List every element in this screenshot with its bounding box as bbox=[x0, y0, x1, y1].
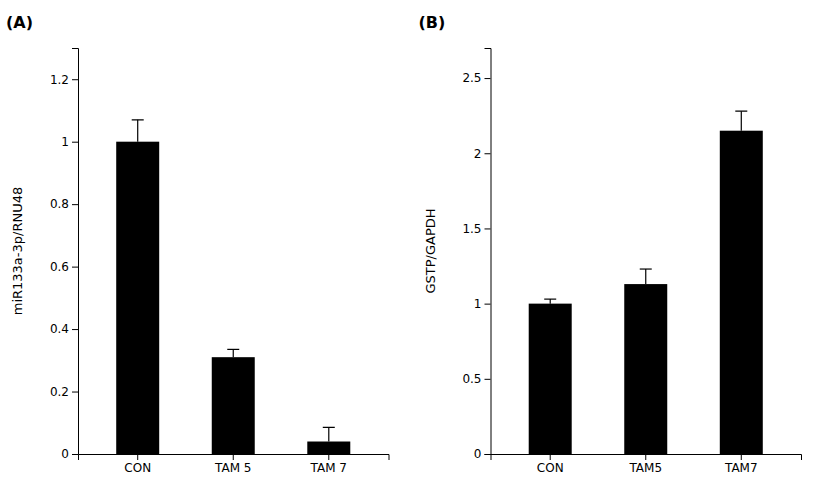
y-tick: 2 bbox=[474, 147, 491, 161]
x-tick-label: TAM7 bbox=[724, 461, 758, 475]
error-bar-stem bbox=[328, 427, 329, 441]
error-bar-stem bbox=[137, 120, 138, 142]
y-tick-label: 1.2 bbox=[50, 73, 69, 87]
y-tick: 0.2 bbox=[50, 385, 78, 399]
x-axis-line bbox=[79, 455, 390, 461]
error-bar bbox=[735, 111, 747, 131]
y-tick-label: 1 bbox=[61, 135, 69, 149]
y-tick-label: 2 bbox=[474, 147, 482, 161]
x-tick-label: TAM5 bbox=[628, 461, 662, 475]
x-tick-mark bbox=[741, 454, 742, 460]
y-tick-label: 0 bbox=[474, 447, 482, 461]
y-tick: 1.5 bbox=[462, 222, 490, 236]
x-axis: CON TAM 5 TAM 7 bbox=[79, 454, 390, 475]
y-tick-label: 0.5 bbox=[462, 372, 481, 386]
y-axis: 0 0.5 1 1.5 2 2.5 bbox=[462, 49, 491, 462]
y-tick-mark bbox=[72, 454, 78, 455]
error-bar-cap bbox=[640, 268, 652, 269]
y-axis: 0 0.2 0.4 0.6 0.8 1 1.2 bbox=[50, 49, 79, 462]
bar bbox=[307, 442, 350, 454]
error-bar bbox=[323, 427, 335, 441]
y-tick-mark bbox=[72, 142, 78, 143]
x-tick-label: CON bbox=[124, 461, 151, 475]
x-axis-line bbox=[491, 455, 802, 461]
y-tick-mark bbox=[72, 267, 78, 268]
y-axis-title: GSTP/GAPDH bbox=[423, 208, 438, 293]
y-axis-line bbox=[72, 49, 79, 455]
x-tick-mark bbox=[137, 454, 138, 460]
x-axis: CON TAM5 TAM7 bbox=[491, 454, 802, 475]
bar bbox=[720, 131, 763, 454]
error-bar bbox=[544, 299, 556, 304]
error-bar-stem bbox=[645, 269, 646, 284]
panel-title: (B) bbox=[419, 13, 446, 32]
y-tick-mark bbox=[72, 329, 78, 330]
y-tick-label: 1 bbox=[474, 297, 482, 311]
error-bar bbox=[132, 120, 144, 142]
y-tick: 0.5 bbox=[462, 372, 490, 386]
marks bbox=[116, 120, 350, 454]
y-tick: 0 bbox=[61, 447, 78, 461]
chart-canvas: 0 0.2 0.4 0.6 0.8 1 1.2 CON TAM 5 TAM 7 miR133a-3p… bbox=[0, 0, 825, 494]
y-tick-mark bbox=[485, 454, 491, 455]
panel: 0 0.2 0.4 0.6 0.8 1 1.2 CON TAM 5 TAM 7 miR133a-3p… bbox=[6, 13, 389, 475]
y-tick-label: 0.4 bbox=[50, 322, 69, 336]
error-bar-stem bbox=[741, 111, 742, 131]
y-tick: 0 bbox=[474, 447, 491, 461]
error-bar-cap bbox=[544, 299, 556, 300]
y-tick-mark bbox=[485, 78, 491, 79]
error-bar-cap bbox=[735, 111, 747, 112]
x-tick-mark bbox=[550, 454, 551, 460]
panel: 0 0.5 1 1.5 2 2.5 CON TAM5 TAM7 GSTP/GAPDH (B) bbox=[419, 13, 802, 475]
bar bbox=[116, 142, 159, 454]
bar bbox=[529, 304, 572, 454]
y-tick: 2.5 bbox=[462, 71, 490, 85]
y-tick-mark bbox=[72, 204, 78, 205]
y-tick: 0.4 bbox=[50, 322, 78, 336]
x-tick-mark bbox=[645, 454, 646, 460]
y-axis-line bbox=[485, 49, 492, 455]
y-axis-title: miR133a-3p/RNU48 bbox=[10, 187, 25, 316]
x-tick-label: TAM 7 bbox=[310, 461, 347, 475]
y-tick: 1 bbox=[474, 297, 491, 311]
x-tick: TAM7 bbox=[724, 454, 758, 475]
y-tick-label: 0.8 bbox=[50, 197, 69, 211]
x-tick: CON bbox=[124, 454, 151, 475]
error-bar bbox=[640, 269, 652, 284]
y-tick: 0.8 bbox=[50, 197, 78, 211]
error-bar-cap bbox=[227, 349, 239, 350]
x-tick: TAM 5 bbox=[214, 454, 251, 475]
y-tick-label: 0 bbox=[61, 447, 69, 461]
x-tick: CON bbox=[537, 454, 564, 475]
panel-title: (A) bbox=[6, 13, 33, 32]
y-tick-mark bbox=[485, 153, 491, 154]
bar bbox=[212, 357, 255, 454]
y-tick-mark bbox=[72, 79, 78, 80]
error-bar-cap bbox=[132, 119, 144, 120]
error-bar-cap bbox=[323, 427, 335, 428]
marks bbox=[529, 111, 763, 454]
x-tick-mark bbox=[233, 454, 234, 460]
error-bar-stem bbox=[233, 349, 234, 357]
error-bar bbox=[227, 349, 239, 357]
y-tick-mark bbox=[485, 228, 491, 229]
y-tick: 0.6 bbox=[50, 260, 78, 274]
y-tick-mark bbox=[72, 392, 78, 393]
bar bbox=[624, 284, 667, 454]
x-tick-label: TAM 5 bbox=[214, 461, 251, 475]
y-tick-label: 0.6 bbox=[50, 260, 69, 274]
y-tick: 1.2 bbox=[50, 73, 78, 87]
error-bar-stem bbox=[550, 299, 551, 304]
y-tick-label: 1.5 bbox=[462, 222, 481, 236]
x-tick: TAM 7 bbox=[310, 454, 347, 475]
y-tick: 1 bbox=[61, 135, 78, 149]
y-tick-label: 0.2 bbox=[50, 385, 69, 399]
y-tick-label: 2.5 bbox=[462, 71, 481, 85]
x-tick-mark bbox=[328, 454, 329, 460]
x-tick: TAM5 bbox=[628, 454, 662, 475]
y-tick-mark bbox=[485, 379, 491, 380]
x-tick-label: CON bbox=[537, 461, 564, 475]
y-tick-mark bbox=[485, 304, 491, 305]
